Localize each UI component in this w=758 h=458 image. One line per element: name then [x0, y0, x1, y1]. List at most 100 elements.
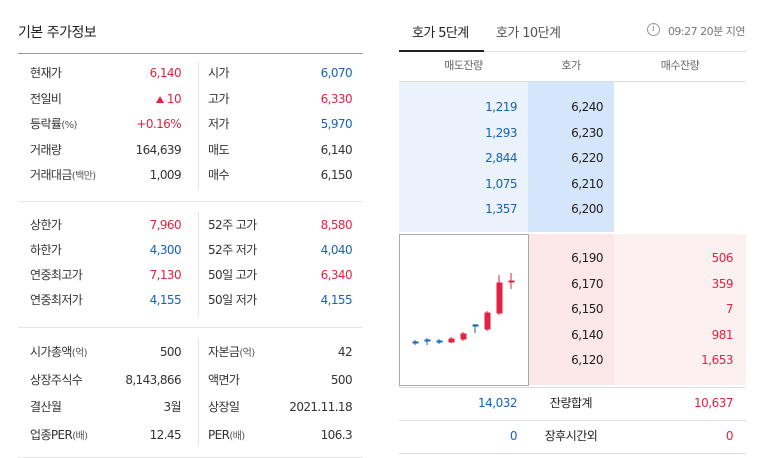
summary-label: 장후시간외	[544, 429, 598, 443]
info-row: 거래량 164,639 매도 6,140	[18, 138, 363, 163]
info-value: 106.3	[320, 427, 353, 442]
summary-divider	[399, 453, 746, 454]
candle-chart-svg	[412, 273, 515, 345]
info-label: 현재가	[30, 66, 62, 80]
info-label: PER(배)	[208, 427, 245, 442]
info-value: 6,140	[149, 66, 182, 80]
ask-price: 6,230	[571, 125, 603, 140]
info-value: 500	[330, 372, 353, 387]
info-row: 연중최고가 7,130 50일 고가 6,340	[18, 263, 363, 288]
info-label: 결산월	[30, 400, 62, 414]
info-label: 상한가	[30, 218, 62, 232]
tab-orderbook-5[interactable]: 호가 5단계	[412, 26, 469, 41]
info-value: 1,009	[149, 168, 182, 182]
orderbook-panel: 호가 5단계 호가 10단계 i 09:27 20분 지연 매도잔량 호가 매수…	[399, 0, 746, 458]
summary-divider	[399, 420, 746, 421]
info-row: 시가총액(억) 500 자본금(억) 42	[18, 340, 363, 365]
ask-qty: 1,357	[485, 202, 517, 216]
info-value: 164,639	[135, 142, 182, 157]
info-label: 자본금(억)	[208, 345, 255, 359]
ask-qty: 1,075	[485, 176, 517, 191]
info-value: 3월	[163, 400, 182, 414]
bid-qty: 359	[711, 276, 734, 291]
ask-qty: 2,844	[485, 151, 517, 165]
ask-price: 6,210	[571, 176, 603, 191]
divider	[18, 53, 363, 54]
info-label: 등락률(%)	[30, 117, 77, 131]
info-value: 6,330	[320, 91, 353, 106]
info-value: 6,340	[320, 268, 353, 282]
ask-qty: 1,293	[485, 125, 517, 140]
info-value: 500	[159, 345, 182, 359]
info-value: 42	[337, 345, 353, 359]
info-value: 12.45	[149, 427, 182, 442]
info-icon[interactable]: i	[647, 23, 660, 36]
tab-orderbook-10[interactable]: 호가 10단계	[496, 26, 561, 41]
info-value: 4,040	[320, 243, 353, 257]
bid-price: 6,170	[571, 276, 603, 291]
bid-price: 6,140	[571, 327, 603, 342]
delay-notice: 09:27 20분 지연	[667, 25, 746, 38]
info-label: 전일비	[30, 91, 62, 106]
info-label: 액면가	[208, 372, 240, 387]
candle-body	[436, 340, 443, 343]
info-label: 연중최저가	[30, 293, 83, 307]
header-ask-qty: 매도잔량	[444, 59, 483, 72]
summary-label: 잔량합계	[549, 396, 593, 410]
candle-body	[472, 324, 479, 327]
info-label: 시가총액(억)	[30, 345, 88, 359]
info-label: 시가	[208, 66, 229, 80]
info-value: 4,155	[149, 293, 182, 307]
candle-body	[484, 312, 491, 330]
info-label: 50일 저가	[208, 293, 257, 307]
bid-qty: 981	[711, 327, 734, 342]
summary-bid: 10,637	[694, 396, 734, 410]
bid-qty: 506	[711, 251, 734, 265]
ask-price-area	[528, 82, 614, 232]
header-price: 호가	[561, 59, 581, 72]
info-value: 7,130	[149, 268, 182, 282]
info-row: 등락률(%) +0.16% 저가 5,970	[18, 112, 363, 137]
info-value: 8,143,866	[125, 372, 181, 387]
divider	[18, 327, 363, 328]
bid-price-area	[528, 234, 614, 385]
bid-qty-area	[614, 234, 746, 385]
candle-body	[460, 333, 467, 340]
info-label: 52주 고가	[208, 218, 257, 232]
candle-body	[508, 280, 515, 283]
info-value: 7,960	[149, 218, 182, 232]
info-label: 업종PER(배)	[30, 427, 88, 442]
ask-qty: 1,219	[485, 100, 517, 114]
candle-body	[496, 282, 503, 314]
summary-ask: 14,032	[478, 396, 518, 410]
candle-body	[448, 338, 455, 343]
bid-qty: 1,653	[701, 353, 733, 367]
info-label: 상장주식수	[30, 372, 83, 387]
info-label: 거래대금(백만)	[30, 168, 96, 182]
ask-price: 6,240	[571, 100, 603, 114]
info-row: 상한가 7,960 52주 고가 8,580	[18, 213, 363, 238]
info-row: 연중최저가 4,155 50일 저가 4,155	[18, 288, 363, 313]
header-bid-qty: 매수잔량	[660, 59, 700, 72]
info-row: 전일비 10 고가 6,330	[18, 87, 363, 112]
info-value: 8,580	[320, 218, 353, 232]
info-row: 거래대금(백만) 1,009 매수 6,150	[18, 163, 363, 188]
info-value: 5,970	[320, 117, 353, 131]
info-value: 4,300	[149, 243, 182, 257]
info-row: 하한가 4,300 52주 저가 4,040	[18, 238, 363, 263]
info-value: 6,070	[320, 66, 353, 80]
info-row: 상장주식수 8,143,866 액면가 500	[18, 368, 363, 393]
info-value: 6,150	[320, 168, 353, 182]
up-arrow-icon	[155, 95, 164, 103]
info-label: 고가	[208, 91, 229, 106]
active-tab-indicator	[399, 50, 484, 52]
column-divider	[198, 62, 199, 190]
candle-body	[424, 339, 431, 342]
bid-price: 6,190	[571, 251, 603, 265]
info-value: +0.16%	[136, 117, 181, 131]
info-value: 6,140	[320, 142, 353, 157]
ask-price: 6,220	[571, 151, 603, 165]
info-value: 2021.11.18	[289, 400, 352, 414]
divider	[18, 201, 363, 202]
info-label: 저가	[208, 117, 229, 131]
